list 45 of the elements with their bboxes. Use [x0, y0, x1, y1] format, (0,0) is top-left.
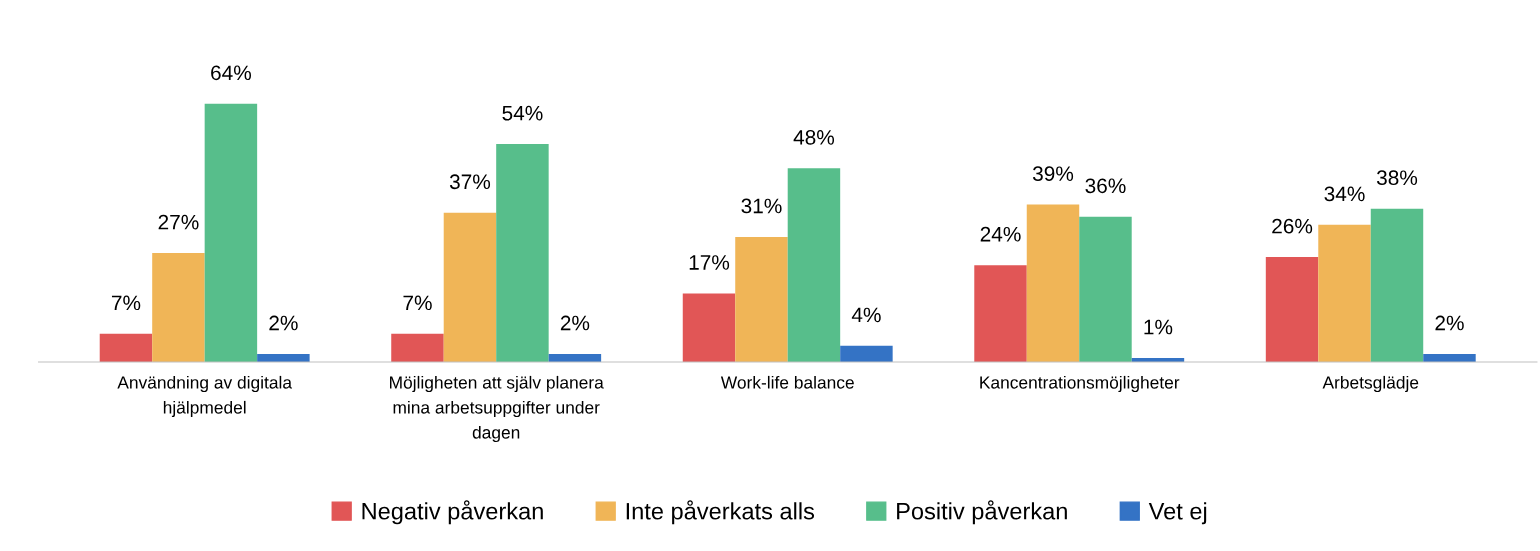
data-label: 4% — [851, 307, 881, 323]
bar — [391, 333, 444, 363]
bar — [1079, 216, 1132, 363]
data-label: 54% — [502, 105, 543, 121]
bar — [1265, 257, 1319, 363]
data-label: 37% — [449, 174, 491, 190]
bar — [787, 168, 841, 363]
data-label: 48% — [793, 129, 835, 145]
bar — [1318, 224, 1371, 363]
x-tick-label: Användning av digitala hjälpmedel — [117, 375, 293, 418]
data-label: 24% — [980, 226, 1021, 242]
data-label: 7% — [403, 295, 432, 311]
data-label: 31% — [741, 198, 782, 214]
x-tick-label: Arbetsglädje — [1322, 375, 1419, 393]
x-tick-label: Möjligheten att själv planera mina arbetsuppgifter under dagen — [390, 375, 604, 443]
data-label: 39% — [1032, 166, 1074, 182]
bar — [735, 236, 788, 363]
x-tick-label: Kancentrationsmöjligheter — [980, 375, 1180, 393]
bar — [443, 212, 497, 363]
legend-label: Positiv påverkan — [897, 500, 1067, 525]
data-label: 2% — [560, 315, 590, 331]
bar — [974, 265, 1027, 363]
bar — [682, 293, 736, 363]
legend-label: Inte påverkats alls — [626, 500, 815, 525]
data-label: 64% — [211, 65, 252, 81]
bar — [204, 103, 258, 363]
legend-label: Negativ påverkan — [362, 500, 543, 525]
data-label: 2% — [1435, 315, 1464, 331]
data-label: 1% — [1144, 319, 1173, 335]
bar — [496, 144, 549, 363]
bar — [99, 333, 153, 363]
data-label: 2% — [269, 315, 298, 331]
data-label: 27% — [158, 214, 199, 230]
data-label: 34% — [1324, 186, 1365, 202]
x-tick-label: Work-life balance — [720, 375, 854, 389]
data-label: 38% — [1376, 170, 1418, 186]
data-label: 7% — [111, 295, 141, 311]
data-label: 17% — [689, 255, 730, 270]
data-label: 26% — [1272, 218, 1313, 234]
bar — [1370, 208, 1424, 363]
bar — [1026, 204, 1080, 363]
data-label: 36% — [1085, 178, 1126, 194]
legend-label: Vet ej — [1148, 502, 1207, 525]
bar — [840, 345, 893, 363]
bar — [152, 253, 205, 363]
